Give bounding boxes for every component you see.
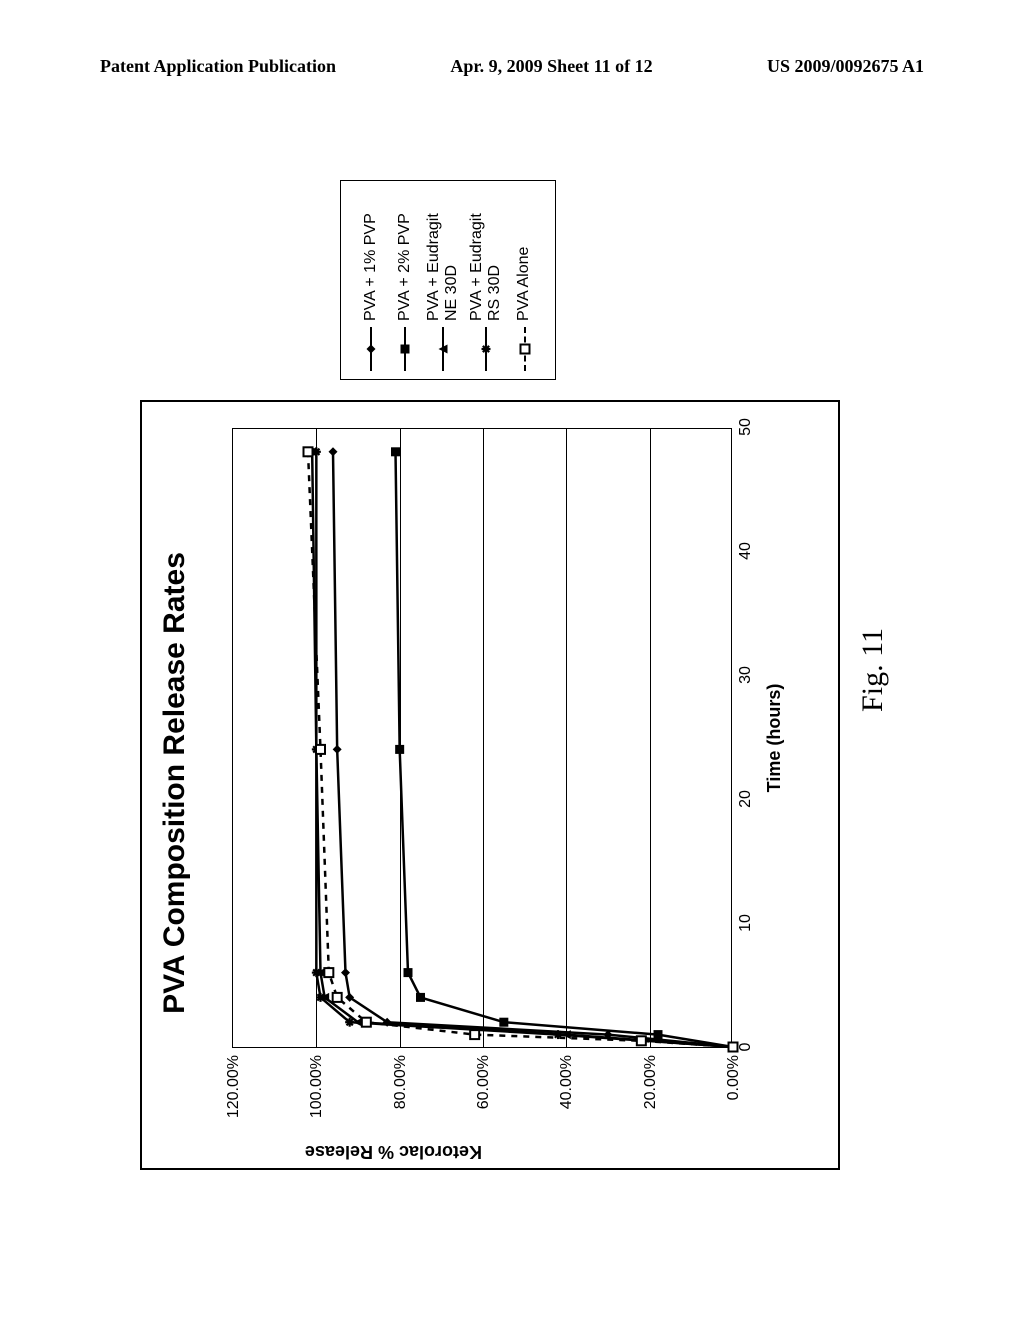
header-left: Patent Application Publication [100, 56, 336, 77]
series-marker-alone [324, 968, 333, 977]
gridline-h [483, 429, 484, 1047]
legend-label: PVA + 2% PVP [396, 213, 414, 321]
legend-row-pvp2: PVA + 2% PVP [391, 189, 419, 371]
figure-rotated-wrap: PVA Composition Release Rates 0.00%20.00… [10, 300, 1010, 1040]
series-marker-pvp2 [416, 993, 425, 1002]
series-line-pvp1 [333, 452, 733, 1047]
gridline-h [400, 429, 401, 1047]
legend-row-rs30d: PVA + Eudragit RS 30D [468, 189, 505, 371]
series-marker-pvp1 [329, 447, 338, 456]
legend-swatch [476, 327, 496, 371]
series-marker-alone [316, 745, 325, 754]
y-tick-label: 20.00% [642, 1055, 660, 1135]
plot-area: 0.00%20.00%40.00%60.00%80.00%100.00%120.… [232, 428, 732, 1048]
series-line-rs30d [316, 452, 733, 1047]
legend-swatch [515, 327, 535, 371]
y-tick-label: 40.00% [558, 1055, 576, 1135]
legend-swatch [395, 327, 415, 371]
series-marker-alone [304, 447, 313, 456]
legend-label: PVA + 1% PVP [362, 213, 380, 321]
chart-title: PVA Composition Release Rates [158, 398, 192, 1168]
series-line-ne30d [312, 452, 733, 1047]
legend-label: PVA + Eudragit RS 30D [468, 189, 505, 321]
y-axis-label: Ketorolac % Release [305, 1141, 482, 1162]
chart-frame: PVA Composition Release Rates 0.00%20.00… [140, 400, 840, 1170]
figure-inner: PVA Composition Release Rates 0.00%20.00… [140, 170, 880, 1170]
series-marker-pvp1 [333, 745, 342, 754]
figure-caption: Fig. 11 [856, 170, 890, 1170]
series-line-alone [308, 452, 733, 1047]
series-marker-alone [362, 1018, 371, 1027]
legend-row-pvp1: PVA + 1% PVP [357, 189, 385, 371]
gridline-h [650, 429, 651, 1047]
y-tick-label: 60.00% [475, 1055, 493, 1135]
header-center: Apr. 9, 2009 Sheet 11 of 12 [450, 56, 652, 77]
legend-row-alone: PVA Alone [511, 189, 539, 371]
y-tick-label: 120.00% [225, 1055, 243, 1135]
legend: PVA + 1% PVP PVA + 2% PVP PVA + Eudragit N… [340, 180, 556, 380]
y-tick-label: 0.00% [725, 1055, 743, 1135]
header-right: US 2009/0092675 A1 [767, 56, 924, 77]
page-header: Patent Application Publication Apr. 9, 2… [100, 56, 924, 77]
series-marker-pvp2 [391, 447, 400, 456]
series-marker-alone [470, 1030, 479, 1039]
legend-swatch [361, 327, 381, 371]
legend-label: PVA + Eudragit NE 30D [425, 189, 462, 321]
series-marker-alone [333, 993, 342, 1002]
series-marker-pvp2 [499, 1018, 508, 1027]
series-marker-pvp1 [341, 968, 350, 977]
x-tick-label: 10 [737, 914, 755, 932]
gridline-h [566, 429, 567, 1047]
series-line-pvp2 [396, 452, 734, 1047]
legend-row-ne30d: PVA + Eudragit NE 30D [425, 189, 462, 371]
x-tick-label: 20 [737, 790, 755, 808]
y-tick-label: 100.00% [308, 1055, 326, 1135]
legend-label: PVA Alone [515, 247, 533, 321]
x-tick-label: 30 [737, 666, 755, 684]
series-marker-alone [637, 1036, 646, 1045]
gridline-h [316, 429, 317, 1047]
x-axis-label: Time (hours) [764, 428, 785, 1048]
series-marker-pvp2 [404, 968, 413, 977]
x-tick-label: 50 [737, 418, 755, 436]
x-tick-label: 40 [737, 542, 755, 560]
y-tick-label: 80.00% [392, 1055, 410, 1135]
x-tick-label: 0 [737, 1043, 755, 1052]
legend-swatch [433, 327, 453, 371]
series-marker-pvp2 [654, 1030, 663, 1039]
